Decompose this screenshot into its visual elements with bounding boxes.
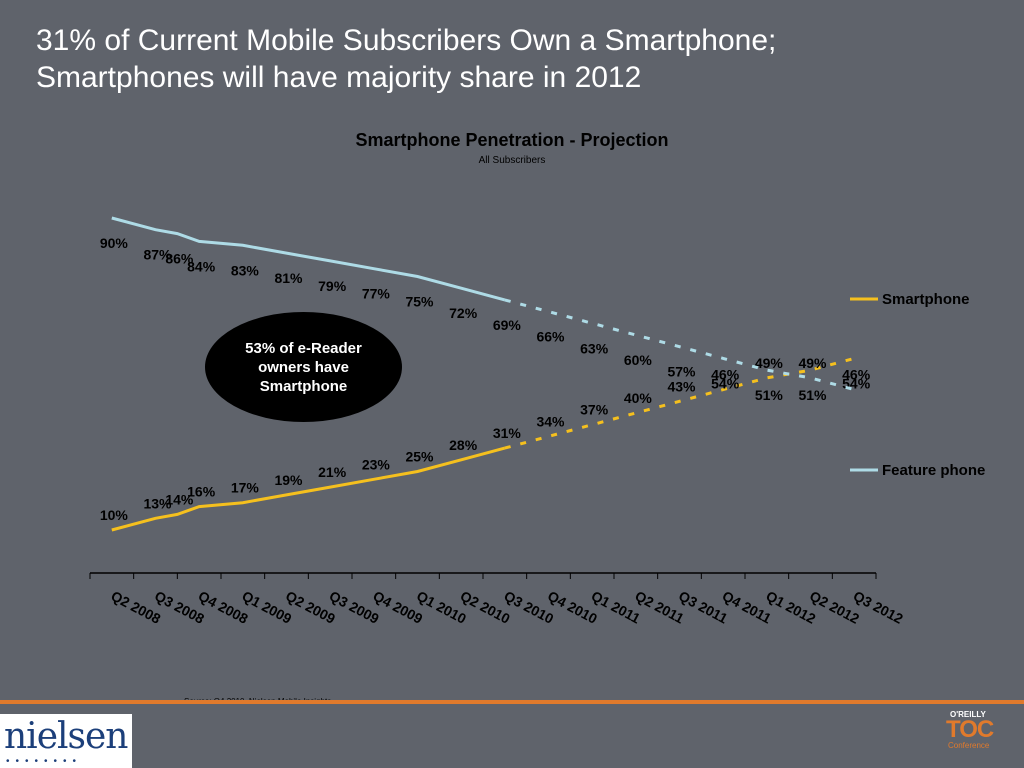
data-label: 21% [318,464,347,480]
data-label: 75% [405,294,434,310]
data-label: 51% [755,387,784,403]
footer-band [0,704,1024,768]
data-label: 86% [165,251,194,267]
data-label: 66% [536,329,565,345]
data-label: 23% [362,456,391,472]
chart-title: Smartphone Penetration - Projection [355,130,669,150]
slide-title-line-2: Smartphones will have majority share in … [36,61,642,94]
legend-label: Smartphone [882,291,970,308]
feature-phone-line-actual [111,216,506,302]
smartphone-line-projection [504,356,855,450]
data-label: 77% [362,286,391,302]
feature-phone-line-projection [504,298,855,392]
data-label: 84% [187,258,216,274]
nielsen-logo-word: nielsen [4,716,128,757]
toc-conference-text: Conference [948,741,990,750]
x-tick-label: Q2 2008 [108,588,163,627]
slide-title-line-1: 31% of Current Mobile Subscribers Own a … [36,24,777,57]
x-tick-label: Q4 2011 [720,588,774,627]
x-tick-label: Q4 2009 [370,588,425,627]
data-label: 83% [231,262,260,278]
data-label: 40% [624,390,653,406]
data-label: 54% [711,375,740,391]
data-label: 49% [798,355,827,371]
data-label: 51% [798,387,827,403]
data-label: 79% [318,278,347,294]
x-tick-label: Q2 2009 [283,588,338,627]
data-label: 28% [449,437,478,453]
data-label: 43% [667,378,696,394]
data-label: 10% [100,507,129,523]
data-label: 69% [493,317,522,333]
data-label: 17% [231,480,260,496]
x-tick-label: Q2 2011 [632,588,686,627]
nielsen-logo-dots: •••••••• [6,756,83,767]
x-tick-label: Q4 2010 [545,588,600,627]
data-label: 34% [536,413,565,429]
data-label: 14% [165,491,194,507]
data-label: 16% [187,484,216,500]
data-label: 49% [755,355,784,371]
x-tick-label: Q1 2011 [589,588,643,627]
x-tick-label: Q3 2009 [327,588,382,627]
data-label: 87% [143,247,172,263]
data-label: 72% [449,305,478,321]
toc-conference-logo: O'REILLY TOC Conference [946,710,1010,766]
data-label: 46% [711,367,740,383]
footer-divider [0,700,1024,704]
x-tick-label: Q3 2010 [501,588,556,627]
data-label: 57% [667,364,696,380]
data-label: 90% [100,235,129,251]
smartphone-line-actual [111,446,506,532]
data-label: 60% [624,352,653,368]
e-reader-callout: 53% of e-Reader owners have Smartphone [205,312,402,422]
x-tick-label: Q1 2012 [763,588,818,627]
slide-title: 31% of Current Mobile Subscribers Own a … [36,22,996,96]
x-tick-label: Q1 2010 [414,588,469,627]
x-tick-label: Q2 2012 [807,588,862,627]
legend-label: Feature phone [882,462,985,479]
data-label: 37% [580,402,609,418]
x-tick-label: Q4 2008 [196,588,251,627]
data-label: 13% [143,495,172,511]
chart-subtitle: All Subscribers [478,155,546,166]
x-tick-label: Q1 2009 [239,588,294,627]
toc-logo-text: TOC [946,716,994,743]
data-label: 63% [580,340,609,356]
x-tick-label: Q3 2008 [152,588,207,627]
data-label: 19% [274,472,303,488]
x-tick-label: Q3 2011 [676,588,730,627]
data-label: 31% [493,425,522,441]
oreilly-logo-text: O'REILLY [950,710,986,719]
x-tick-label: Q3 2012 [851,588,906,627]
e-reader-callout-text: 53% of e-Reader owners have Smartphone [245,339,362,395]
data-label: 81% [274,270,303,286]
x-tick-label: Q2 2010 [458,588,513,627]
nielsen-logo: nielsen •••••••• [0,714,132,768]
data-label: 25% [405,449,434,465]
data-label: 46% [842,367,871,383]
